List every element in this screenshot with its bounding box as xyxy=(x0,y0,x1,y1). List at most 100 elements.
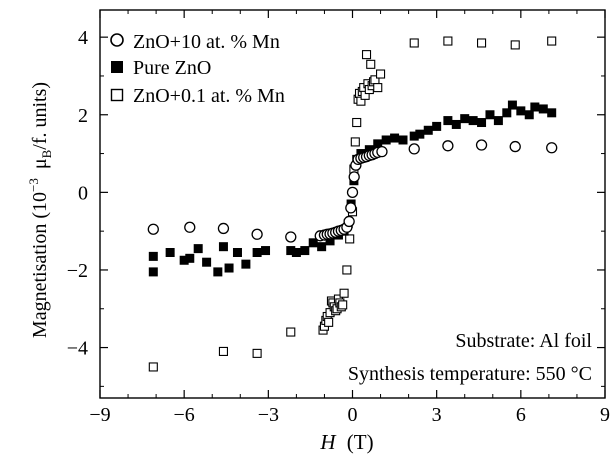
point-open-square xyxy=(339,288,349,298)
y-tick-label: −2 xyxy=(67,260,88,282)
legend-marker-filled-square xyxy=(111,61,123,73)
point-filled-square xyxy=(325,236,335,246)
point-filled-square xyxy=(148,267,158,277)
x-axis-symbol: H xyxy=(319,430,337,454)
point-open-square xyxy=(345,234,355,244)
point-filled-square xyxy=(300,246,310,256)
x-tick-label: −9 xyxy=(89,404,110,426)
point-open-square xyxy=(477,38,487,48)
point-filled-square xyxy=(432,121,442,131)
point-open-circle xyxy=(376,145,388,158)
point-filled-square xyxy=(165,248,175,257)
point-open-square xyxy=(361,50,372,60)
x-tick-label: 9 xyxy=(600,404,610,426)
y-tick-label: 0 xyxy=(78,182,88,204)
point-filled-square xyxy=(415,129,425,139)
point-filled-square xyxy=(286,246,296,256)
x-axis-label: H (T) xyxy=(319,430,373,454)
point-filled-square xyxy=(381,135,391,145)
point-filled-square xyxy=(547,108,557,118)
point-filled-square xyxy=(493,116,503,126)
point-open-circle xyxy=(475,139,488,151)
legend-label-zno-01mn: ZnO+0.1 at. % Mn xyxy=(133,85,285,107)
y-tick-label: 4 xyxy=(78,27,88,49)
point-open-square xyxy=(373,83,383,93)
y-axis-label-suffix: /f. units) xyxy=(29,82,51,150)
point-filled-square xyxy=(193,244,203,254)
point-filled-square xyxy=(241,259,251,269)
point-filled-square xyxy=(308,238,318,248)
point-open-square xyxy=(510,40,520,50)
point-filled-square xyxy=(261,246,271,256)
y-axis-label: Magnetisation (10−3 μB/f. units) xyxy=(26,82,54,338)
point-filled-square xyxy=(364,145,374,155)
point-filled-square xyxy=(409,131,419,141)
point-filled-square xyxy=(185,253,195,263)
point-filled-square xyxy=(373,139,383,149)
point-filled-square xyxy=(485,110,495,120)
point-filled-square xyxy=(390,133,400,143)
point-filled-square xyxy=(524,110,534,120)
point-filled-square xyxy=(252,248,262,257)
annotation-synthesis-temperature: Synthesis temperature: 550 °C xyxy=(348,363,592,385)
legend: ZnO+10 at. % Mn Pure ZnO ZnO+0.1 at. % M… xyxy=(110,31,285,107)
point-open-square xyxy=(350,137,360,147)
point-open-square xyxy=(409,38,419,48)
point-open-square xyxy=(218,346,228,356)
point-open-square xyxy=(443,36,453,46)
point-open-circle xyxy=(251,228,263,240)
legend-marker-open-square xyxy=(110,88,124,102)
legend-label-pure-zno: Pure ZnO xyxy=(133,57,211,79)
point-open-square xyxy=(148,362,158,372)
point-open-circle xyxy=(217,222,230,235)
point-filled-square xyxy=(443,116,453,126)
point-filled-square xyxy=(477,118,487,128)
point-open-circle xyxy=(348,171,360,183)
point-open-circle xyxy=(345,202,357,214)
x-tick-label: 6 xyxy=(516,404,526,426)
point-open-square xyxy=(342,265,352,275)
point-filled-square xyxy=(398,135,408,145)
legend-label-zno-10mn: ZnO+10 at. % Mn xyxy=(133,31,280,53)
point-filled-square xyxy=(538,104,548,114)
annotation-substrate: Substrate: Al foil xyxy=(455,330,592,352)
axes: −9 −6 −3 0 3 6 9 −4 −2 0 2 4 xyxy=(67,9,610,426)
y-tick-label: −4 xyxy=(67,338,88,360)
point-open-circle xyxy=(184,221,196,233)
point-open-circle xyxy=(343,215,355,228)
point-open-square xyxy=(324,317,334,327)
point-filled-square xyxy=(451,119,461,129)
data-points xyxy=(147,36,558,372)
legend-marker-open-circle xyxy=(110,33,124,47)
x-tick-label: −3 xyxy=(258,404,279,426)
point-open-circle xyxy=(147,223,159,235)
point-open-circle xyxy=(408,143,420,155)
point-filled-square xyxy=(218,242,228,252)
point-filled-square xyxy=(202,257,212,267)
x-tick-label: 3 xyxy=(432,404,442,426)
point-filled-square xyxy=(213,267,223,277)
point-open-circle xyxy=(346,186,359,199)
point-filled-square xyxy=(423,125,433,135)
point-filled-square xyxy=(502,108,512,118)
point-filled-square xyxy=(291,248,301,257)
point-open-circle xyxy=(509,140,521,153)
point-open-square xyxy=(252,348,262,358)
point-filled-square xyxy=(148,251,158,261)
y-axis-label-subscript: B xyxy=(39,149,54,158)
point-filled-square xyxy=(224,263,234,273)
point-open-square xyxy=(352,117,362,128)
point-open-circle xyxy=(285,231,297,243)
y-axis-label-mu: μ xyxy=(29,158,51,169)
y-axis-label-exponent: −3 xyxy=(26,178,41,192)
point-filled-square xyxy=(232,248,242,257)
point-open-square xyxy=(376,69,386,79)
point-open-circle xyxy=(546,142,558,154)
point-filled-square xyxy=(507,100,517,110)
x-tick-label: −6 xyxy=(174,404,195,426)
point-open-circle xyxy=(442,140,454,152)
point-filled-square xyxy=(179,255,189,265)
point-open-square xyxy=(338,300,348,310)
point-open-square xyxy=(366,59,376,69)
